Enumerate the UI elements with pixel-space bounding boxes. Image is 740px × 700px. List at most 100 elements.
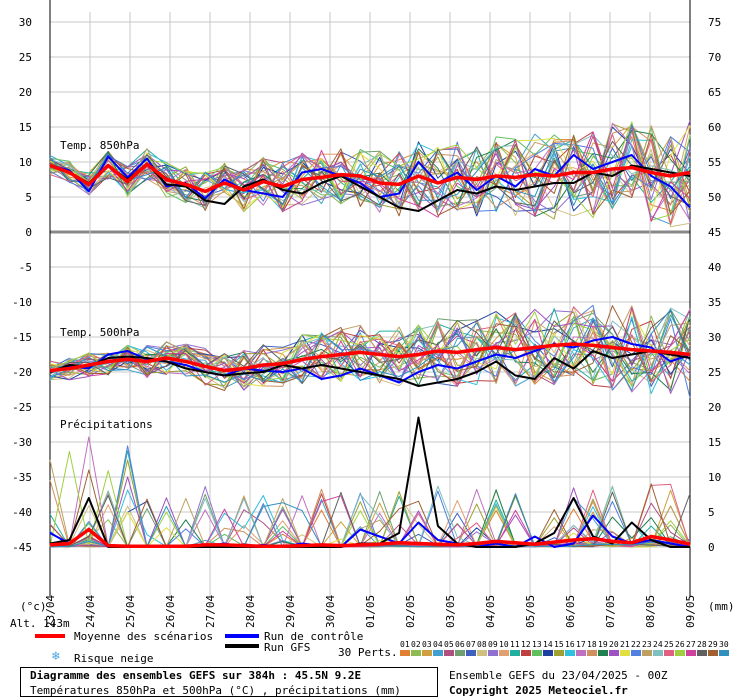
perturbation-number: 08: [477, 640, 487, 649]
date-label: 28/04: [244, 595, 257, 628]
right-tick-label: 70: [708, 51, 721, 64]
perturbation-swatch: [631, 650, 641, 656]
perturbation-swatch: [488, 650, 498, 656]
left-tick-label: 25: [19, 51, 32, 64]
left-tick-label: 5: [25, 191, 32, 204]
perturbation-number: 26: [675, 640, 685, 649]
perturbation-line-t500: [49, 307, 691, 384]
panel-label-precip: Précipitations: [60, 418, 153, 431]
date-label: 25/04: [124, 595, 137, 628]
perturbation-number: 30: [719, 640, 729, 649]
date-label: 26/04: [164, 595, 177, 628]
snowflake-icon: ❄: [52, 649, 60, 664]
mean-line-t850: [49, 162, 691, 194]
right-tick-label: 55: [708, 156, 721, 169]
perturbation-number: 13: [532, 640, 542, 649]
perturbation-line-t500: [49, 316, 691, 391]
perturbation-number: 05: [444, 640, 454, 649]
left-tick-label: -30: [12, 436, 32, 449]
perturbation-swatch: [620, 650, 630, 656]
perturbation-line-t850: [49, 126, 691, 222]
perturbation-line-t500: [49, 308, 691, 394]
perturbation-swatch: [697, 650, 707, 656]
date-label: 07/05: [604, 595, 617, 628]
date-label: 27/04: [204, 595, 217, 628]
perturbation-swatch: [466, 650, 476, 656]
perturbation-number: 12: [521, 640, 531, 649]
legend-gfs-label: Run GFS: [264, 641, 311, 654]
left-tick-label: 15: [19, 121, 32, 134]
right-tick-label: 25: [708, 366, 721, 379]
perturbation-line-t850: [49, 121, 691, 221]
legend-gfs-swatch: [225, 644, 259, 648]
perturbation-number: 10: [499, 640, 509, 649]
perturbation-swatch: [587, 650, 597, 656]
perturbation-line-t850: [49, 139, 691, 212]
left-tick-label: -35: [12, 471, 32, 484]
perturbation-swatch: [609, 650, 619, 656]
left-tick-label: 20: [19, 86, 32, 99]
right-tick-label: 15: [708, 436, 721, 449]
right-tick-label: 35: [708, 296, 721, 309]
date-label: 08/05: [644, 595, 657, 628]
main-series: [49, 154, 691, 549]
perturbation-swatch: [532, 650, 542, 656]
perturbation-swatch: [686, 650, 696, 656]
legend-perts-label: 30 Perts.: [338, 646, 398, 659]
perturbation-number: 11: [510, 640, 520, 649]
right-tick-label: 20: [708, 401, 721, 414]
perturbation-number: 27: [686, 640, 696, 649]
left-tick-label: 0: [25, 226, 32, 239]
perturbation-swatch: [499, 650, 509, 656]
right-tick-label: 75: [708, 16, 721, 29]
date-label: 23/04: [44, 595, 57, 628]
perturbation-number: 25: [664, 640, 674, 649]
right-tick-label: 0: [708, 541, 715, 554]
perturbation-swatch: [543, 650, 553, 656]
perturbation-swatch: [477, 650, 487, 656]
date-label: 05/05: [524, 595, 537, 628]
perturbation-number: 02: [411, 640, 421, 649]
perturbation-line-t500: [49, 316, 691, 388]
date-label: 01/05: [364, 595, 377, 628]
perturbation-line-t850: [49, 140, 691, 207]
run-info: Ensemble GEFS du 23/04/2025 - 00Z: [449, 669, 668, 682]
altitude-label: Alt. 143m: [10, 617, 70, 630]
legend-mean-swatch: [35, 634, 65, 638]
chart-subtitle: Températures 850hPa et 500hPa (°C) , pré…: [30, 684, 401, 697]
perturbation-swatch: [444, 650, 454, 656]
perturbation-swatch: [719, 650, 729, 656]
legend-control-label: Run de contrôle: [264, 630, 364, 643]
chart-grid: [49, 0, 691, 596]
perturbation-number: 29: [708, 640, 718, 649]
perturbation-swatch: [598, 650, 608, 656]
perturbation-number: 23: [642, 640, 652, 649]
left-tick-label: 30: [19, 16, 32, 29]
perturbation-line-t850: [49, 139, 691, 216]
perturbation-line-t500: [49, 310, 691, 383]
perturbation-number: 04: [433, 640, 443, 649]
perturbation-number: 09: [488, 640, 498, 649]
left-unit-label: (°c): [20, 600, 47, 613]
mean-line-t500: [49, 342, 691, 373]
perturbation-swatch: [510, 650, 520, 656]
right-tick-label: 60: [708, 121, 721, 134]
left-tick-label: -15: [12, 331, 32, 344]
chart-title: Diagramme des ensembles GEFS sur 384h : …: [30, 669, 362, 682]
title-box: [20, 667, 438, 697]
perturbation-swatch: [554, 650, 564, 656]
date-label: 24/04: [84, 595, 97, 628]
copyright: Copyright 2025 Meteociel.fr: [449, 684, 628, 697]
perturbation-swatch: [664, 650, 674, 656]
perturbation-number: 18: [587, 640, 597, 649]
perturbation-swatch: [642, 650, 652, 656]
perturbation-number: 28: [697, 640, 707, 649]
left-tick-label: -10: [12, 296, 32, 309]
left-tick-label: 10: [19, 156, 32, 169]
perturbation-number: 16: [565, 640, 575, 649]
left-tick-label: -20: [12, 366, 32, 379]
perturbation-swatch: [675, 650, 685, 656]
perturbation-number: 15: [554, 640, 564, 649]
perturbation-swatch: [422, 650, 432, 656]
